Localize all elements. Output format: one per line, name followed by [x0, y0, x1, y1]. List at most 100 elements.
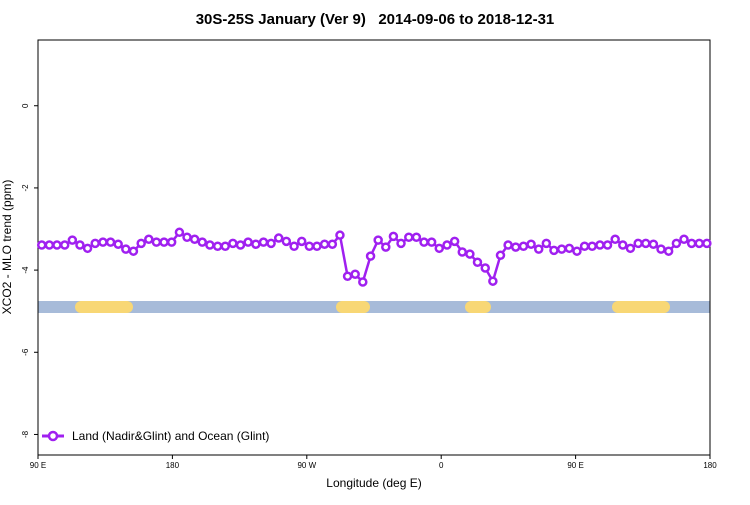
- data-point: [625, 243, 636, 254]
- data-point: [556, 244, 567, 254]
- land-band: [612, 301, 670, 313]
- data-point: [258, 237, 269, 247]
- data-point: [289, 241, 299, 252]
- data-point: [572, 246, 582, 256]
- land-band: [75, 301, 133, 313]
- x-tick-label: 90 E: [30, 461, 46, 470]
- data-point: [365, 251, 376, 261]
- data-point: [243, 237, 253, 247]
- data-point: [702, 238, 712, 249]
- data-point: [82, 243, 93, 254]
- land-band: [336, 301, 370, 313]
- y-tick-label: -4: [21, 266, 30, 274]
- data-point: [197, 237, 208, 247]
- data-point: [105, 237, 116, 247]
- data-point: [579, 241, 590, 252]
- data-point: [610, 234, 620, 245]
- legend-label: Land (Nadir&Glint) and Ocean (Glint): [72, 429, 269, 443]
- data-point: [533, 244, 544, 254]
- data-point: [144, 234, 154, 245]
- data-point: [304, 241, 315, 252]
- data-point: [52, 240, 62, 250]
- data-point: [457, 247, 468, 257]
- data-point: [266, 238, 276, 249]
- data-point: [518, 241, 529, 252]
- data-point: [358, 277, 368, 287]
- data-point: [381, 242, 391, 252]
- data-point: [75, 240, 85, 250]
- y-tick-label: -2: [21, 184, 30, 192]
- data-point: [98, 237, 108, 247]
- data-point: [113, 239, 123, 249]
- data-point: [449, 236, 460, 247]
- data-point: [648, 239, 659, 249]
- data-point: [36, 240, 47, 250]
- data-point: [312, 241, 322, 252]
- data-point: [549, 245, 559, 256]
- data-point: [587, 241, 597, 252]
- surface-band: [38, 301, 710, 313]
- data-point: [151, 237, 162, 247]
- data-point: [426, 237, 437, 247]
- data-point: [595, 240, 605, 250]
- data-point: [679, 234, 689, 245]
- data-point: [442, 240, 452, 250]
- ocean-band: [38, 301, 710, 313]
- data-point: [121, 244, 131, 254]
- data-point: [212, 241, 223, 252]
- data-point: [388, 231, 399, 242]
- x-tick-label: 90 E: [567, 461, 583, 470]
- data-point: [189, 234, 200, 245]
- data-point: [174, 227, 185, 238]
- data-point: [281, 236, 292, 247]
- data-point: [296, 236, 307, 247]
- data-point: [618, 240, 628, 250]
- data-point: [342, 271, 353, 282]
- data-point: [159, 237, 169, 247]
- data-point: [694, 238, 704, 249]
- data-point: [404, 232, 414, 242]
- legend: Land (Nadir&Glint) and Ocean (Glint): [42, 429, 269, 443]
- data-point: [510, 242, 521, 252]
- data-point: [686, 238, 697, 249]
- data-point: [220, 241, 231, 252]
- data-point: [335, 230, 345, 240]
- data-point: [235, 240, 246, 250]
- data-point: [541, 238, 552, 249]
- chart-title: 30S-25S January (Ver 9) 2014-09-06 to 20…: [196, 11, 555, 28]
- data-point: [319, 239, 330, 249]
- data-point: [641, 238, 651, 249]
- data-point: [480, 263, 491, 273]
- data-point: [166, 237, 177, 247]
- data-point: [273, 233, 284, 243]
- data-point: [411, 232, 422, 242]
- x-tick-label: 0: [439, 461, 444, 470]
- data-point: [396, 238, 406, 249]
- data-point: [67, 235, 78, 245]
- data-point: [205, 240, 215, 250]
- y-tick-label: 0: [21, 103, 30, 108]
- y-tick-label: -6: [21, 348, 30, 356]
- data-point: [136, 238, 146, 249]
- data-point: [488, 276, 498, 286]
- data-point: [564, 243, 575, 254]
- data-point: [228, 238, 238, 249]
- data-point: [90, 238, 100, 249]
- data-point: [671, 238, 682, 249]
- data-point: [182, 232, 192, 242]
- data-point: [419, 237, 429, 247]
- data-point: [434, 243, 445, 254]
- data-point: [663, 246, 674, 256]
- x-tick-label: 180: [703, 461, 717, 470]
- data-point: [465, 249, 475, 259]
- data-point: [350, 269, 360, 279]
- data-point: [602, 240, 613, 250]
- data-point: [373, 235, 383, 245]
- data-point: [251, 239, 261, 249]
- x-tick-label: 90 W: [297, 461, 316, 470]
- data-point: [633, 238, 643, 249]
- x-tick-label: 180: [166, 461, 180, 470]
- legend-marker: [47, 430, 59, 442]
- data-point: [44, 240, 55, 250]
